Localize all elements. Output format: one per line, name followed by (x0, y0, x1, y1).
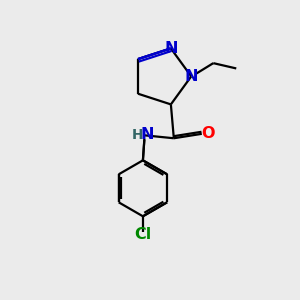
Text: O: O (201, 126, 214, 141)
Text: N: N (141, 127, 154, 142)
Text: H: H (132, 128, 144, 142)
Text: Cl: Cl (134, 227, 152, 242)
Text: N: N (184, 69, 198, 84)
Text: N: N (164, 41, 178, 56)
